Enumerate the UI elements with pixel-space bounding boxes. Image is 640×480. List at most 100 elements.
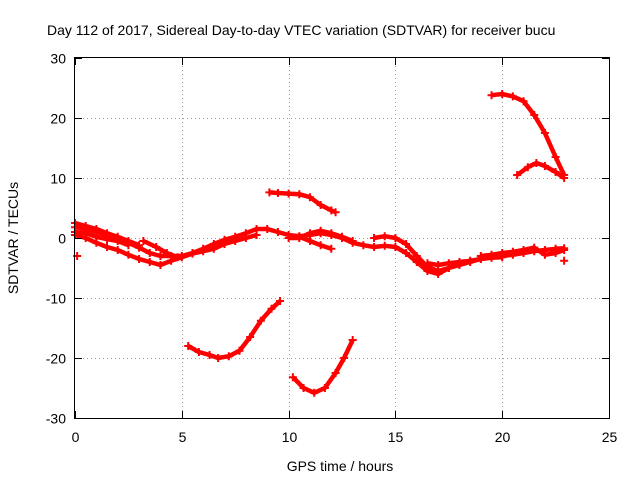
x-tick-label: 5 (179, 429, 187, 445)
data-point (241, 234, 250, 242)
data-point (199, 247, 208, 256)
data-point (348, 336, 357, 344)
y-tick-labels: -30 -20 -10 0 10 20 30 (46, 51, 66, 427)
series-track-mid-right (513, 159, 569, 182)
data-point (284, 234, 293, 242)
series-track-main-h (370, 232, 453, 275)
data-point (327, 206, 336, 215)
y-axis-label: SDTVAR / TECUs (5, 182, 21, 294)
data-point (167, 256, 176, 265)
data-point (466, 256, 475, 265)
data-point (209, 244, 218, 253)
data-point (370, 234, 379, 242)
data-point (391, 234, 400, 242)
data-point (402, 249, 411, 257)
data-point (508, 247, 517, 256)
data-point (316, 226, 325, 235)
y-tick-label: 10 (50, 171, 66, 187)
series-line (74, 224, 565, 277)
plot-frame (74, 57, 610, 419)
series-track-main-j (476, 243, 569, 260)
data-point (359, 241, 368, 250)
data-point (540, 129, 549, 137)
data-point (139, 237, 148, 245)
y-tick-label: -20 (46, 351, 66, 367)
x-tick-label: 10 (282, 429, 298, 445)
data-point (224, 352, 233, 361)
data-point (273, 189, 282, 197)
data-point (235, 346, 244, 355)
data-point (560, 256, 569, 265)
data-point (444, 259, 453, 268)
data-point (162, 249, 171, 257)
data-point (124, 250, 133, 259)
series-line (187, 299, 282, 361)
data-point (256, 316, 265, 325)
y-tick-label: 30 (50, 51, 66, 67)
x-tick-labels: 0 5 10 15 20 25 (72, 429, 618, 445)
data-point (246, 333, 255, 341)
data-point (551, 249, 560, 257)
data-point (340, 354, 349, 362)
data-point (530, 111, 539, 119)
data-point (156, 261, 165, 269)
data-point (523, 163, 532, 172)
series-line (142, 238, 179, 260)
data-point (145, 258, 154, 266)
series-line (291, 339, 355, 396)
data-point (327, 229, 336, 238)
data-point (540, 250, 549, 259)
data-point (81, 229, 90, 238)
data-point (540, 162, 549, 170)
data-point (156, 252, 165, 260)
data-point (338, 232, 346, 241)
x-tick-label: 15 (388, 429, 404, 445)
series-track-lower-left (184, 297, 285, 362)
series-line (298, 234, 333, 251)
data-point (551, 153, 560, 161)
data-point (263, 225, 272, 233)
data-point (152, 243, 161, 251)
data-point (455, 258, 464, 266)
data-point (103, 235, 112, 244)
x-tick-label: 25 (602, 429, 618, 445)
data-point (348, 237, 357, 245)
data-point (487, 91, 496, 100)
data-point (273, 228, 282, 236)
data-point (487, 250, 496, 259)
data-point (194, 348, 203, 356)
data-point (519, 246, 528, 254)
data-point (103, 243, 112, 251)
data-point (305, 193, 314, 202)
data-point (231, 237, 240, 245)
data-point (434, 261, 443, 269)
series-track-main-b (71, 231, 261, 269)
data-point (498, 249, 507, 257)
data-point (551, 168, 560, 176)
axis-ticks (75, 58, 610, 419)
data-point (92, 232, 101, 241)
chart-title: Day 112 of 2017, Sidereal Day-to-day VTE… (47, 22, 555, 38)
data-point (135, 255, 144, 263)
data-series-group (71, 90, 569, 397)
data-point (305, 229, 314, 238)
data-point (310, 388, 319, 397)
data-point (560, 174, 569, 182)
data-point (113, 237, 122, 245)
data-point (145, 249, 154, 257)
data-point (220, 240, 229, 248)
data-point (295, 232, 304, 241)
data-point (205, 351, 214, 359)
data-point (214, 354, 223, 362)
data-point (532, 159, 541, 167)
data-point (560, 246, 569, 254)
x-tick-label: 20 (495, 429, 511, 445)
series-track-main-e (71, 228, 133, 250)
data-point (188, 249, 197, 258)
data-point (391, 243, 400, 251)
data-point (265, 188, 274, 197)
data-point (498, 90, 507, 98)
series-track-main-d (139, 237, 182, 262)
data-point (267, 304, 276, 313)
data-point (276, 297, 285, 305)
